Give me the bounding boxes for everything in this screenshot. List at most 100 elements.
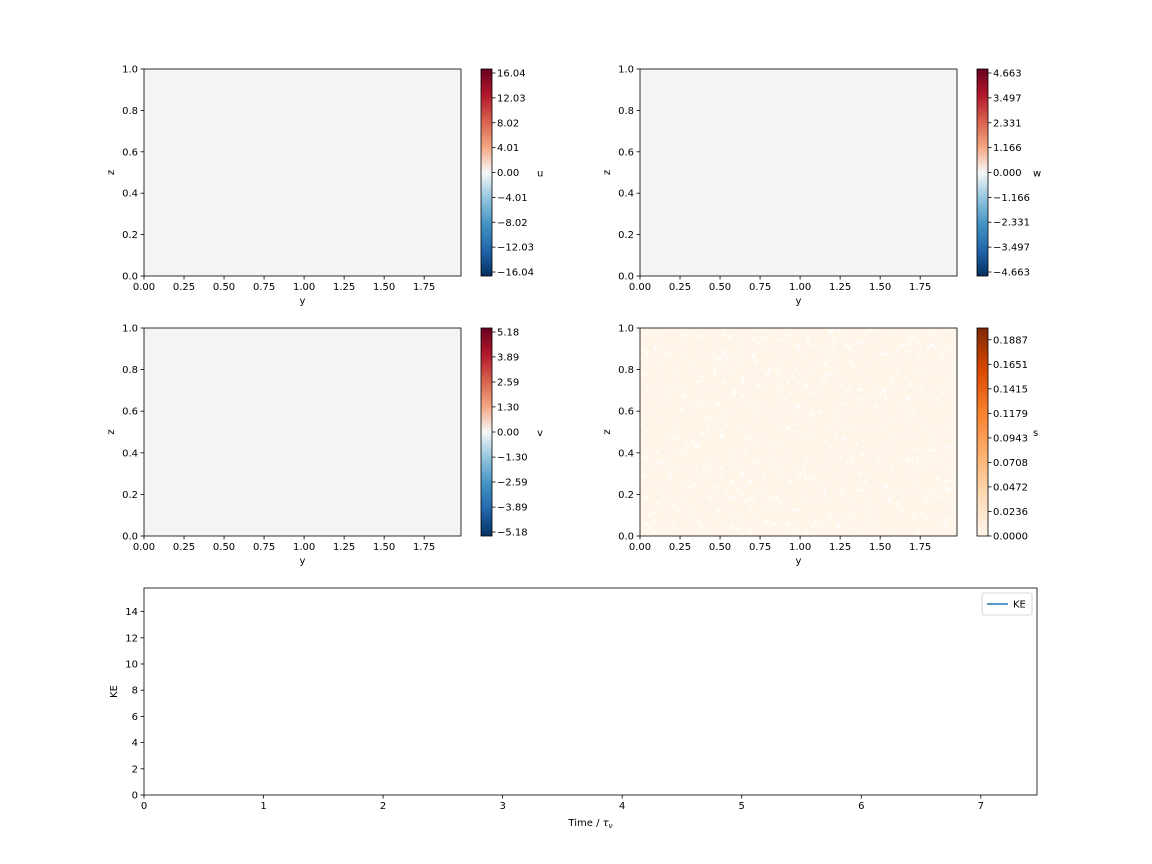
x-tick-label: 1.00 (293, 542, 315, 553)
panel-w: 0.00 0.25 0.50 0.75 1.00 1.25 1.50 1.75 0.0 0.2 0.… (602, 65, 1041, 308)
y-axis-label-s: z (602, 429, 613, 434)
y-axis-label-w: z (602, 170, 613, 175)
colorbar-label-s: s (1033, 428, 1038, 439)
y-tick-label: 1.0 (122, 65, 138, 76)
ke-y-tick-label: 6 (132, 712, 138, 723)
x-tick-label: 1.25 (829, 282, 851, 293)
y-tick-label: 0.8 (618, 365, 634, 376)
colorbar-tick-label: 12.03 (497, 93, 526, 104)
x-tick-label: 1.50 (869, 542, 891, 553)
colorbar-label-w: w (1033, 169, 1041, 180)
x-tick-label: 1.50 (373, 282, 395, 293)
colorbar-tick-label: 0.0943 (993, 433, 1028, 444)
y-axis-label-u: z (106, 170, 117, 175)
colorbar-tick-label: −4.663 (993, 268, 1030, 279)
ke-x-tick-label: 1 (260, 801, 266, 812)
colorbar-tick-label: 0.0708 (993, 458, 1028, 469)
x-tick-label: 1.50 (373, 542, 395, 553)
x-tick-label: 0.25 (669, 542, 691, 553)
ke-y-axis-label: KE (109, 685, 120, 698)
colorbar-tick-label: 0.0236 (993, 507, 1028, 518)
axes-frame-u (143, 68, 462, 277)
colorbar-tick-label: −3.89 (497, 503, 528, 514)
colorbar-tick-label: 0.1179 (993, 409, 1028, 420)
y-tick-label: 0.0 (122, 272, 138, 283)
x-axis-label-w: y (796, 296, 802, 307)
y-tick-label: 0.4 (618, 448, 634, 459)
colorbar-tick-label: 4.01 (497, 143, 519, 154)
x-tick-label: 0.00 (629, 282, 651, 293)
colorbar-tick-label: 4.663 (993, 69, 1022, 80)
y-tick-label: 0.0 (618, 272, 634, 283)
x-tick-label: 1.75 (413, 542, 435, 553)
y-tick-label: 0.8 (618, 106, 634, 117)
y-tick-label: 0.6 (618, 147, 634, 158)
ke-x-tick-label: 3 (499, 801, 505, 812)
ke-x-tick-label: 5 (739, 801, 745, 812)
colorbar-tick-label: 0.1415 (993, 384, 1028, 395)
y-tick-label: 0.2 (122, 230, 138, 241)
x-tick-label: 1.25 (333, 542, 355, 553)
y-tick-label: 0.8 (122, 365, 138, 376)
axes-frame-w (639, 68, 958, 277)
axes-frame-s (639, 327, 958, 537)
y-tick-label: 0.4 (122, 448, 138, 459)
colorbar-tick-label: 3.497 (993, 93, 1022, 104)
y-tick-label: 0.2 (618, 490, 634, 501)
colorbar-tick-label: −1.30 (497, 453, 528, 464)
x-tick-label: 0.75 (749, 282, 771, 293)
ke-x-axis-label: Time / τν (567, 818, 612, 830)
y-axis-label-v: z (106, 429, 117, 434)
x-tick-label: 0.25 (669, 282, 691, 293)
colorbar-tick-label: −2.59 (497, 478, 528, 489)
colorbar-tick-label: 0.1651 (993, 360, 1028, 371)
colorbar-tick-label: 0.0472 (993, 482, 1028, 493)
field-image-u (144, 69, 461, 276)
field-image-s (640, 328, 957, 536)
axes-frame-v (143, 327, 462, 537)
y-tick-label: 1.0 (122, 324, 138, 335)
legend-label-ke: KE (1013, 600, 1026, 611)
colorbar-tick-label: 5.18 (497, 328, 519, 339)
x-tick-label: 0.50 (213, 282, 235, 293)
ke-y-ticks: 0 2 4 6 8 10 12 14 (125, 607, 144, 802)
field-image-v (144, 328, 461, 536)
x-tick-label: 1.75 (413, 282, 435, 293)
colorbar-s: 0.1887 0.1651 0.1415 0.1179 0.0943 0.0708 0.04… (976, 327, 1038, 543)
colorbar-gradient-w (976, 68, 989, 277)
ke-legend: KE (981, 592, 1033, 616)
colorbar-u: 16.04 12.03 8.02 4.01 0.00 −4.01 −8.02 −12.03 −1… (480, 68, 543, 279)
colorbar-tick-label: −3.497 (993, 243, 1030, 254)
ke-y-tick-label: 8 (132, 686, 138, 697)
ke-y-tick-label: 4 (132, 738, 138, 749)
colorbar-tick-label: 2.331 (993, 118, 1022, 129)
x-axis-label-u: y (300, 296, 306, 307)
y-tick-label: 1.0 (618, 324, 634, 335)
ke-x-ticks: 0 1 2 3 4 5 6 7 (141, 795, 984, 812)
ke-y-tick-label: 2 (132, 764, 138, 775)
colorbar-gradient-v (480, 327, 493, 537)
ke-axes-frame (143, 587, 1038, 796)
colorbar-gradient-u (480, 68, 493, 277)
colorbar-tick-label: 0.00 (497, 428, 519, 439)
x-tick-label: 1.75 (909, 542, 931, 553)
ke-y-tick-label: 12 (125, 633, 138, 644)
x-tick-label: 0.75 (749, 542, 771, 553)
colorbar-tick-label: 16.04 (497, 69, 526, 80)
colorbar-tick-label: 0.000 (993, 168, 1022, 179)
x-tick-label: 0.75 (253, 542, 275, 553)
panel-v: 0.00 0.25 0.50 0.75 1.00 1.25 1.50 1.75 0.0 0.2 0.… (106, 324, 543, 568)
colorbar-gradient-s (976, 327, 989, 537)
x-tick-label: 1.00 (293, 282, 315, 293)
x-tick-label: 0.50 (709, 542, 731, 553)
x-tick-label: 1.25 (333, 282, 355, 293)
x-tick-label: 1.00 (789, 542, 811, 553)
colorbar-tick-label: 8.02 (497, 118, 519, 129)
colorbar-tick-label: −2.331 (993, 218, 1030, 229)
ke-x-tick-label: 7 (978, 801, 984, 812)
colorbar-tick-label: 0.1887 (993, 335, 1028, 346)
colorbar-tick-label: −1.166 (993, 193, 1030, 204)
colorbar-tick-label: 3.89 (497, 352, 519, 363)
y-tick-label: 0.2 (618, 230, 634, 241)
